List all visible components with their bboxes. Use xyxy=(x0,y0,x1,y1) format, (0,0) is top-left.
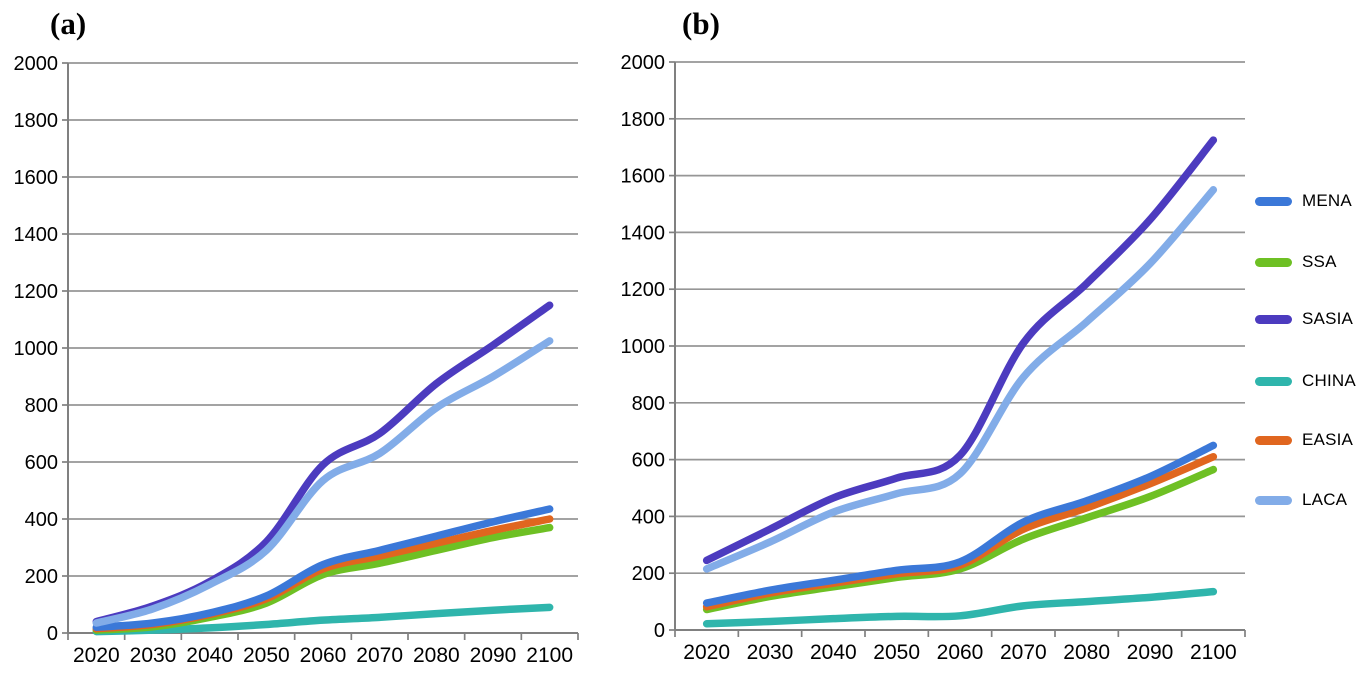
series-line-mena xyxy=(92,505,554,632)
series-line-sasia xyxy=(702,136,1218,565)
x-tick-label: 2090 xyxy=(470,644,517,667)
legend-item-sasia: SASIA xyxy=(1255,309,1353,329)
x-tick-label: 2030 xyxy=(747,641,794,664)
legend-label: LACA xyxy=(1302,490,1348,509)
x-tick-label: 2060 xyxy=(300,644,347,667)
legend-item-easia: EASIA xyxy=(1255,430,1353,450)
y-tick-label: 0 xyxy=(654,620,665,642)
legend-swatch-ssa xyxy=(1255,257,1292,267)
y-tick-label: 800 xyxy=(25,395,58,417)
x-tick-label: 2090 xyxy=(1127,641,1174,664)
y-tick-label: 1000 xyxy=(621,336,666,358)
x-tick-label: 2040 xyxy=(810,641,857,664)
chart-panel-b: (b) 0 200 400 600 800 1000 1200 1400 1600 1800 2000… xyxy=(620,0,1248,675)
legend-swatch-easia xyxy=(1255,435,1292,445)
series-line-laca xyxy=(702,186,1218,573)
x-tick-label: 2070 xyxy=(1000,641,1047,664)
y-tick-label: 1800 xyxy=(621,109,666,131)
x-tick-label: 2100 xyxy=(1190,641,1237,664)
legend-swatch-sasia xyxy=(1255,314,1292,324)
y-tick-label: 2000 xyxy=(14,53,59,75)
y-tick-label: 600 xyxy=(632,450,665,472)
y-tick-label: 1800 xyxy=(14,110,59,132)
chart-title-a: (a) xyxy=(50,6,86,41)
x-tick-label: 2080 xyxy=(1063,641,1110,664)
x-tick-label: 2040 xyxy=(186,644,233,667)
y-tick-label: 0 xyxy=(47,623,58,645)
x-tick-label: 2030 xyxy=(130,644,177,667)
chart-title-b: (b) xyxy=(682,6,720,41)
y-tick-label: 1600 xyxy=(14,167,59,189)
x-tick-label: 2100 xyxy=(526,644,573,667)
legend: MENA SSA SASIA CHINA EASIA LACA xyxy=(1248,0,1358,675)
chart-svg-b: (b) 0 200 400 600 800 1000 1200 1400 1600 1800 2000… xyxy=(621,6,1246,664)
y-tick-label: 200 xyxy=(25,566,58,588)
x-tick-label: 2050 xyxy=(243,644,290,667)
legend-swatch-laca xyxy=(1255,495,1292,505)
legend-item-mena: MENA xyxy=(1255,191,1352,211)
legend-item-ssa: SSA xyxy=(1255,252,1337,272)
legend-label: MENA xyxy=(1302,191,1352,210)
chart-svg-a: (a) 0 200 400 600 800 1000 1200 1400 1600 1800 2000… xyxy=(14,6,579,667)
legend-swatch-mena xyxy=(1255,196,1292,206)
y-tick-label: 1200 xyxy=(14,281,59,303)
y-tick-label: 1600 xyxy=(621,166,666,188)
y-tick-label: 600 xyxy=(25,452,58,474)
legend-swatch-china xyxy=(1255,376,1292,386)
x-tick-label: 2020 xyxy=(73,644,120,667)
y-tick-label: 200 xyxy=(632,563,665,585)
legend-item-china: CHINA xyxy=(1255,371,1356,391)
x-tick-label: 2020 xyxy=(683,641,730,664)
x-tick-label: 2080 xyxy=(413,644,460,667)
y-tick-label: 1400 xyxy=(14,224,59,246)
series-line-china xyxy=(92,603,554,636)
x-tick-label: 2050 xyxy=(873,641,920,664)
chart-panel-a: (a) 0 200 400 600 800 1000 1200 1400 1600 1800 2000… xyxy=(0,0,620,675)
y-tick-label: 400 xyxy=(632,506,665,528)
y-tick-label: 1400 xyxy=(621,222,666,244)
y-tick-label: 2000 xyxy=(621,52,666,74)
series-line-ssa xyxy=(92,523,554,634)
series-line-mena xyxy=(702,441,1218,607)
series-line-laca xyxy=(92,337,554,627)
legend-label: EASIA xyxy=(1302,430,1354,449)
x-tick-label: 2060 xyxy=(937,641,984,664)
series-line-china xyxy=(702,587,1218,628)
legend-label: CHINA xyxy=(1302,371,1356,390)
y-tick-label: 1200 xyxy=(621,279,666,301)
y-tick-label: 400 xyxy=(25,509,58,531)
x-tick-label: 2070 xyxy=(356,644,403,667)
legend-label: SASIA xyxy=(1302,309,1354,328)
y-tick-label: 1000 xyxy=(14,338,59,360)
legend-item-laca: LACA xyxy=(1255,490,1347,510)
y-tick-label: 800 xyxy=(632,393,665,415)
legend-label: SSA xyxy=(1302,252,1337,271)
